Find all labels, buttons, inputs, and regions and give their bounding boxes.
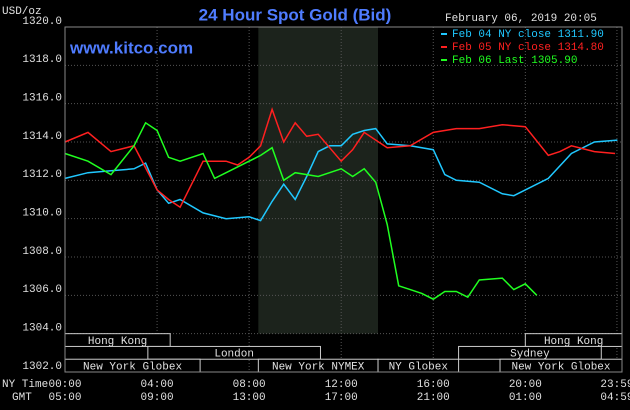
y-tick-label: 1312.0: [22, 169, 62, 181]
x-tick-label: 12:00: [325, 379, 358, 391]
session-bar: [147, 345, 321, 360]
session-label: NY Globex: [389, 362, 449, 374]
x-gmt-label: 13:00: [233, 392, 266, 404]
x-gmt-label: 17:00: [325, 392, 358, 404]
website: www.kitco.com: [69, 38, 193, 57]
y-tick-label: 1314.0: [22, 131, 62, 143]
x-gmt-label: 04:59: [600, 392, 630, 404]
x-tick-label: 08:00: [233, 379, 266, 391]
x-tick-label: 16:00: [417, 379, 450, 391]
x-tick-label: 20:00: [509, 379, 542, 391]
series-line: [64, 127, 618, 222]
x-tick-label: 23:59: [600, 379, 630, 391]
session-label: New York Globex: [511, 362, 610, 374]
y-tick-label: 1320.0: [22, 16, 62, 28]
x-tick-label: 04:00: [141, 379, 174, 391]
y-tick-label: 1304.0: [22, 323, 62, 335]
plot-frame: [64, 26, 623, 373]
chart-title: 24 Hour Spot Gold (Bid): [199, 5, 392, 24]
x-gmt-label: 01:00: [509, 392, 542, 404]
y-tick-label: 1306.0: [22, 284, 62, 296]
session-label: London: [214, 349, 254, 361]
legend-entry: Feb 05 NY close 1314.80: [452, 42, 604, 54]
session-label: Hong Kong: [544, 336, 603, 348]
x-gmt-label: 09:00: [141, 392, 174, 404]
series-line: [64, 121, 538, 301]
series-line: [64, 107, 616, 209]
x-row-label: NY Time: [2, 379, 48, 391]
session-label: Hong Kong: [88, 336, 147, 348]
y-tick-label: 1308.0: [22, 246, 62, 258]
y-tick-label: 1310.0: [22, 208, 62, 220]
x-gmt-label: 21:00: [417, 392, 450, 404]
x-tick-label: 00:00: [48, 379, 81, 391]
session-label: New York NYMEX: [272, 362, 365, 374]
y-tick-label: 1318.0: [22, 54, 62, 66]
session-label: New York Globex: [83, 362, 182, 374]
unit-label: USD/oz: [2, 6, 42, 18]
x-gmt-label: 05:00: [48, 392, 81, 404]
y-tick-label: 1302.0: [22, 361, 62, 373]
y-tick-label: 1316.0: [22, 93, 62, 105]
x-row-label: GMT: [12, 392, 32, 404]
highlight-band: [258, 27, 379, 334]
session-label: Sydney: [510, 349, 550, 361]
legend-entry: Feb 04 NY close 1311.90: [452, 29, 604, 41]
timestamp: February 06, 2019 20:05: [445, 13, 597, 25]
legend-entry: Feb 06 Last 1305.90: [452, 55, 577, 67]
